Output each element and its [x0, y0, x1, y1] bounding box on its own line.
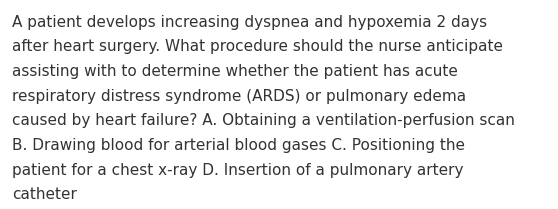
Text: caused by heart failure? A. Obtaining a ventilation-perfusion scan: caused by heart failure? A. Obtaining a … [12, 113, 515, 128]
Text: respiratory distress syndrome (ARDS) or pulmonary edema: respiratory distress syndrome (ARDS) or … [12, 89, 466, 104]
Text: after heart surgery. What procedure should the nurse anticipate: after heart surgery. What procedure shou… [12, 39, 503, 54]
Text: A patient develops increasing dyspnea and hypoxemia 2 days: A patient develops increasing dyspnea an… [12, 15, 487, 30]
Text: B. Drawing blood for arterial blood gases C. Positioning the: B. Drawing blood for arterial blood gase… [12, 138, 465, 153]
Text: assisting with to determine whether the patient has acute: assisting with to determine whether the … [12, 64, 458, 79]
Text: catheter: catheter [12, 187, 77, 202]
Text: patient for a chest x-ray D. Insertion of a pulmonary artery: patient for a chest x-ray D. Insertion o… [12, 163, 464, 178]
